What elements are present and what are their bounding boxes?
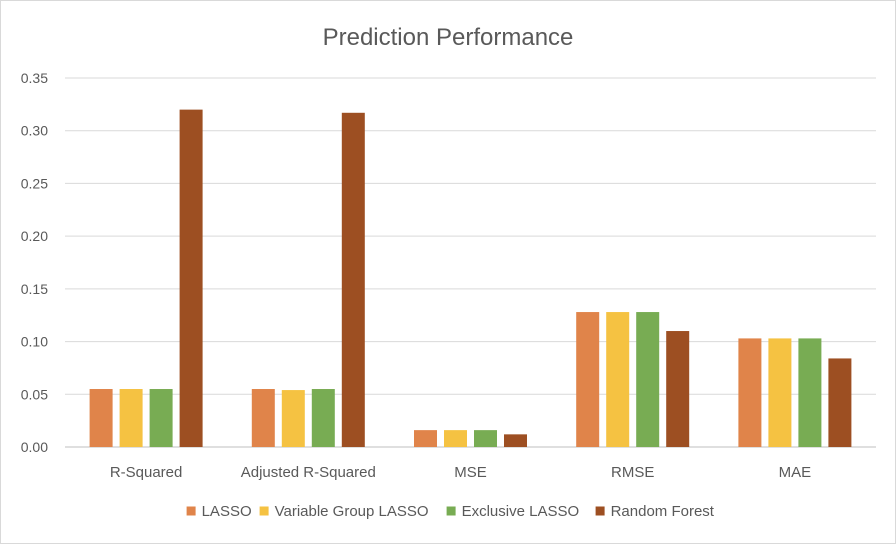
bar-lasso (414, 430, 437, 447)
bar-lasso (738, 338, 762, 447)
bar-exclusive-lasso (636, 312, 660, 447)
bar-exclusive-lasso (474, 430, 497, 447)
legend-swatch (186, 506, 196, 516)
chart-title: Prediction Performance (323, 24, 574, 51)
bar-lasso (251, 389, 275, 447)
bar-exclusive-lasso (798, 338, 822, 447)
bar-random-forest (179, 109, 203, 447)
bar-variable-group-lasso (281, 390, 305, 447)
x-category-label: R-Squared (110, 464, 183, 481)
y-tick-label: 0.10 (21, 334, 48, 350)
bar-lasso (89, 389, 113, 447)
bar-variable-group-lasso (119, 389, 143, 447)
y-tick-label: 0.25 (21, 175, 48, 191)
y-tick-label: 0.20 (21, 228, 48, 244)
bar-exclusive-lasso (311, 389, 335, 447)
y-axis-ticks: 0.00 0.05 0.10 0.15 0.20 0.25 0.30 0.35 (21, 70, 48, 455)
y-tick-label: 0.35 (21, 70, 48, 86)
legend-swatch (595, 506, 605, 516)
bar-random-forest (666, 331, 690, 447)
x-axis-categories: R-Squared Adjusted R-Squared MSE RMSE MAE (110, 464, 811, 481)
bar-variable-group-lasso (444, 430, 467, 447)
x-category-label: MAE (779, 464, 812, 481)
bars (89, 109, 852, 447)
legend-label: Variable Group LASSO (275, 503, 429, 520)
legend-label: Random Forest (611, 503, 715, 520)
y-tick-label: 0.15 (21, 281, 48, 297)
bar-variable-group-lasso (768, 338, 792, 447)
y-tick-label: 0.05 (21, 386, 48, 402)
x-category-label: Adjusted R-Squared (241, 464, 376, 481)
legend-swatch (259, 506, 269, 516)
legend-swatch (446, 506, 456, 516)
x-category-label: MSE (454, 464, 487, 481)
bar-exclusive-lasso (149, 389, 173, 447)
legend-label: LASSO (202, 503, 252, 520)
bar-lasso (576, 312, 600, 447)
bar-variable-group-lasso (606, 312, 630, 447)
y-tick-label: 0.00 (21, 439, 48, 455)
x-category-label: RMSE (611, 464, 654, 481)
bar-random-forest (504, 434, 527, 447)
bar-random-forest (828, 358, 852, 447)
bar-random-forest (341, 112, 365, 447)
legend-label: Exclusive LASSO (462, 503, 580, 520)
legend: LASSO Variable Group LASSO Exclusive LASSO… (186, 503, 715, 520)
y-tick-label: 0.30 (21, 123, 48, 139)
